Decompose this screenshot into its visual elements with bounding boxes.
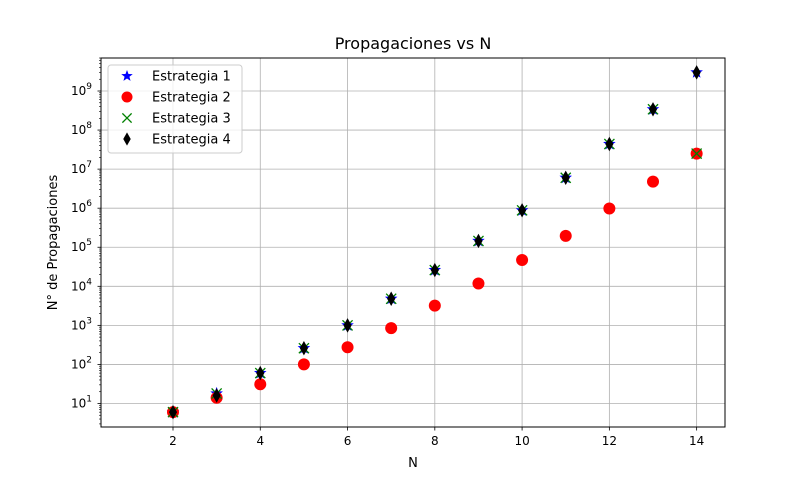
data-point <box>647 175 659 188</box>
y-tick-label-base: 10 <box>71 318 86 332</box>
legend-entry: Estrategia 3 <box>121 112 231 127</box>
y-axis-label: N° de Propagaciones <box>46 175 61 311</box>
data-point <box>343 318 352 333</box>
legend-box <box>107 64 243 154</box>
y-tick-label-exponent: 1 <box>86 394 92 404</box>
x-tick-label: 10 <box>514 434 529 448</box>
data-point <box>472 277 485 290</box>
x-tick-label: 14 <box>689 434 704 448</box>
data-point <box>428 299 441 312</box>
y-tick-label-base: 10 <box>71 162 86 176</box>
legend-entry: Estrategia 2 <box>121 91 231 106</box>
y-tick-label-base: 10 <box>71 396 86 410</box>
y-tick-label-exponent: 4 <box>86 277 92 287</box>
data-point <box>385 322 398 335</box>
data-point <box>168 404 178 420</box>
y-tick-label: 102 <box>71 355 92 371</box>
legend-label: Estrategia 3 <box>152 112 231 127</box>
x-tick-label: 12 <box>602 434 617 448</box>
x-axis-label: N <box>408 456 418 471</box>
y-tick-label-exponent: 5 <box>86 238 92 248</box>
data-point <box>299 341 308 356</box>
data-point <box>648 102 658 117</box>
y-tick-label-base: 10 <box>71 357 86 371</box>
legend-entry: Estrategia 1 <box>121 69 231 85</box>
data-point <box>212 388 221 403</box>
legend-marker <box>121 112 133 124</box>
y-tick-label-exponent: 2 <box>86 355 92 365</box>
data-point <box>691 148 703 160</box>
legend-entry: Estrategia 4 <box>123 132 231 148</box>
series-4 <box>168 65 701 420</box>
y-tick-label-base: 10 <box>71 240 86 254</box>
y-tick-label: 101 <box>71 394 92 410</box>
y-tick-label-base: 10 <box>71 123 86 137</box>
chart-title: Propagaciones vs N <box>335 34 492 53</box>
y-tick-label: 107 <box>71 160 92 176</box>
legend-label: Estrategia 4 <box>152 133 231 148</box>
data-point <box>256 365 265 381</box>
x-tick-label: 6 <box>344 434 352 448</box>
y-tick-label-base: 10 <box>71 201 86 215</box>
y-tick-label: 108 <box>71 121 92 137</box>
y-tick-label: 109 <box>71 82 92 98</box>
data-point <box>605 136 614 152</box>
legend-marker <box>121 69 133 81</box>
data-point <box>559 229 572 242</box>
data-point <box>518 203 527 218</box>
data-point <box>297 358 310 371</box>
y-tick-label: 103 <box>71 316 92 332</box>
data-point <box>516 254 529 267</box>
y-tick-label: 104 <box>71 277 92 293</box>
data-point <box>254 378 267 391</box>
x-tick-label: 4 <box>256 434 264 448</box>
legend-label: Estrategia 1 <box>152 70 231 85</box>
y-tick-label-exponent: 7 <box>86 160 92 170</box>
legend-marker <box>123 132 131 146</box>
y-tick-label-exponent: 9 <box>86 82 92 92</box>
y-tick-label-base: 10 <box>71 84 86 98</box>
y-tick-label: 106 <box>71 199 92 215</box>
data-point <box>692 65 701 80</box>
data-point <box>430 262 439 278</box>
legend-label: Estrategia 2 <box>152 91 231 106</box>
y-tick-label-base: 10 <box>71 279 86 293</box>
legend: Estrategia 1 Estrategia 2 Estrategia 3 Estr… <box>107 64 243 154</box>
y-tick-label-exponent: 8 <box>86 121 92 131</box>
data-point <box>561 170 570 185</box>
y-tick-label: 105 <box>71 238 92 254</box>
data-point <box>603 202 616 215</box>
x-tick-label: 8 <box>431 434 439 448</box>
data-point <box>341 341 354 354</box>
data-point <box>474 233 483 249</box>
x-tick-label: 2 <box>169 434 177 448</box>
grid <box>101 58 725 427</box>
data-point <box>387 291 396 306</box>
plot-frame <box>100 57 726 428</box>
y-tick-label-exponent: 6 <box>86 199 92 209</box>
legend-marker <box>121 91 133 103</box>
data-points <box>166 65 703 420</box>
y-tick-label-exponent: 3 <box>86 316 92 326</box>
